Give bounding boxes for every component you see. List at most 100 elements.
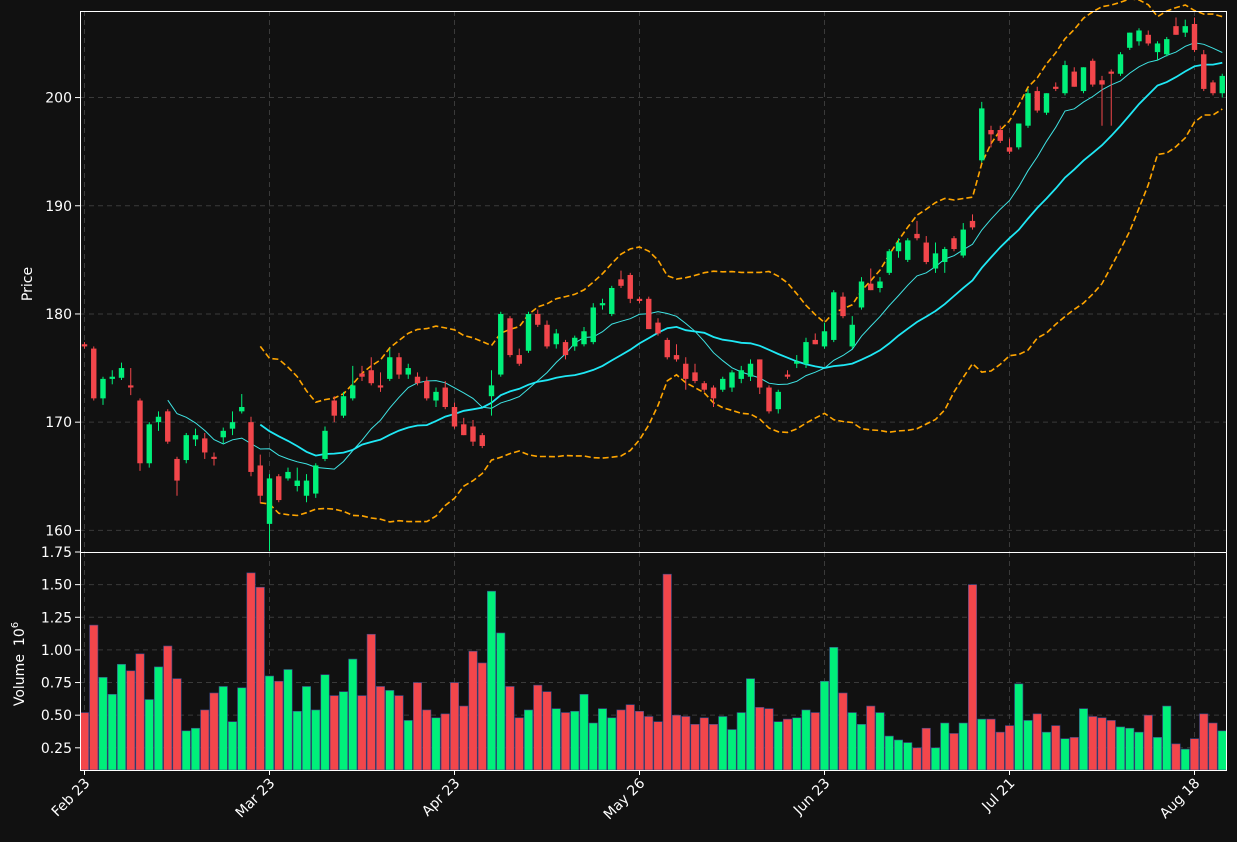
volume-bar bbox=[191, 727, 201, 771]
candle-body bbox=[1145, 34, 1151, 44]
volume-bar bbox=[181, 730, 191, 771]
volume-bar bbox=[579, 693, 589, 771]
volume-tick-label: 1.00 bbox=[41, 643, 72, 659]
candle-body bbox=[202, 438, 208, 453]
volume-bar bbox=[1208, 722, 1218, 771]
volume-bar bbox=[292, 710, 302, 771]
candle-body bbox=[775, 391, 781, 410]
volume-bar bbox=[736, 712, 746, 771]
candle-body bbox=[1006, 147, 1013, 152]
candle-body bbox=[849, 324, 855, 347]
volume-bar bbox=[486, 590, 496, 771]
volume-bar bbox=[440, 713, 450, 771]
volume-bar bbox=[764, 708, 774, 771]
volume-bar bbox=[1079, 708, 1089, 771]
candle-body bbox=[525, 313, 532, 351]
candle-body bbox=[858, 281, 865, 308]
candle-body bbox=[840, 296, 846, 317]
volume-bar bbox=[1051, 725, 1061, 771]
candle-body bbox=[1016, 123, 1022, 148]
volume-bar bbox=[514, 717, 524, 771]
volume-bar bbox=[283, 669, 293, 771]
volume-bar bbox=[89, 624, 99, 771]
volume-bars bbox=[80, 572, 1227, 771]
volume-bar bbox=[625, 704, 635, 771]
candle-body bbox=[1154, 43, 1161, 53]
candlesticks bbox=[81, 17, 1225, 551]
volume-bar bbox=[856, 724, 866, 771]
candle-body bbox=[766, 387, 772, 412]
volume-bar bbox=[431, 717, 441, 771]
bollinger-upper-line bbox=[259, 0, 1223, 404]
volume-bar bbox=[154, 666, 164, 771]
volume-bar bbox=[1190, 738, 1200, 771]
volume-bar bbox=[893, 739, 903, 771]
candle-body bbox=[414, 376, 421, 384]
candle-body bbox=[535, 313, 541, 325]
candle-body bbox=[100, 378, 106, 399]
volume-bar bbox=[357, 695, 367, 771]
volume-bar bbox=[412, 682, 422, 771]
candle-body bbox=[461, 424, 467, 436]
candle-body bbox=[914, 233, 920, 239]
volume-bar bbox=[912, 747, 922, 771]
price-tick-label: 160 bbox=[45, 523, 72, 539]
volume-bar bbox=[653, 721, 663, 771]
volume-bar bbox=[385, 690, 395, 771]
volume-bar bbox=[209, 692, 219, 771]
candle-body bbox=[868, 283, 874, 291]
volume-bar bbox=[819, 680, 829, 771]
volume-bar bbox=[977, 718, 987, 771]
volume-bar bbox=[551, 708, 561, 771]
candle-body bbox=[118, 368, 125, 378]
volume-bar bbox=[320, 674, 330, 771]
candle-body bbox=[710, 387, 717, 399]
candle-body bbox=[683, 363, 689, 379]
candle-body bbox=[905, 240, 911, 260]
volume-bar bbox=[755, 707, 765, 771]
volume-panel-frame bbox=[80, 552, 1227, 771]
volume-axis-label: Volume bbox=[12, 654, 28, 706]
candle-body bbox=[109, 376, 115, 379]
volume-bar bbox=[172, 678, 182, 771]
candle-body bbox=[1127, 32, 1133, 48]
volume-bar bbox=[1069, 737, 1079, 771]
candle-body bbox=[137, 400, 143, 464]
candle-body bbox=[877, 281, 883, 288]
candle-body bbox=[932, 253, 939, 269]
volume-bar bbox=[792, 717, 802, 771]
volume-tick-label: 1.50 bbox=[41, 578, 72, 594]
volume-bar bbox=[1116, 726, 1126, 771]
bollinger-bands bbox=[259, 0, 1223, 523]
candle-body bbox=[553, 333, 559, 345]
volume-bar bbox=[338, 691, 348, 771]
candle-body bbox=[1062, 65, 1068, 94]
volume-bar bbox=[264, 675, 274, 771]
candle-body bbox=[562, 342, 569, 356]
candle-body bbox=[359, 373, 365, 377]
volume-bar bbox=[1125, 727, 1135, 771]
candle-body bbox=[960, 229, 966, 256]
axes bbox=[80, 11, 1227, 771]
candle-body bbox=[387, 357, 393, 379]
candle-body bbox=[831, 292, 837, 340]
volume-bar bbox=[348, 658, 358, 771]
volume-bar bbox=[1097, 717, 1107, 771]
volume-bar bbox=[459, 705, 469, 771]
candle-body bbox=[340, 396, 347, 416]
candle-body bbox=[155, 416, 162, 423]
volume-bar bbox=[884, 735, 894, 771]
candle-body bbox=[266, 478, 273, 524]
volume-bar bbox=[274, 680, 284, 771]
volume-bar bbox=[1134, 731, 1144, 771]
candle-body bbox=[128, 385, 134, 388]
volume-tick-label: 0.50 bbox=[41, 708, 72, 724]
volume-bar bbox=[477, 662, 487, 771]
candle-body bbox=[1108, 71, 1114, 74]
volume-bar bbox=[782, 718, 792, 771]
volume-bar bbox=[560, 712, 570, 771]
volume-bar bbox=[681, 716, 691, 771]
candle-body bbox=[1099, 80, 1105, 85]
candle-body bbox=[368, 370, 374, 384]
candle-body bbox=[257, 465, 263, 496]
